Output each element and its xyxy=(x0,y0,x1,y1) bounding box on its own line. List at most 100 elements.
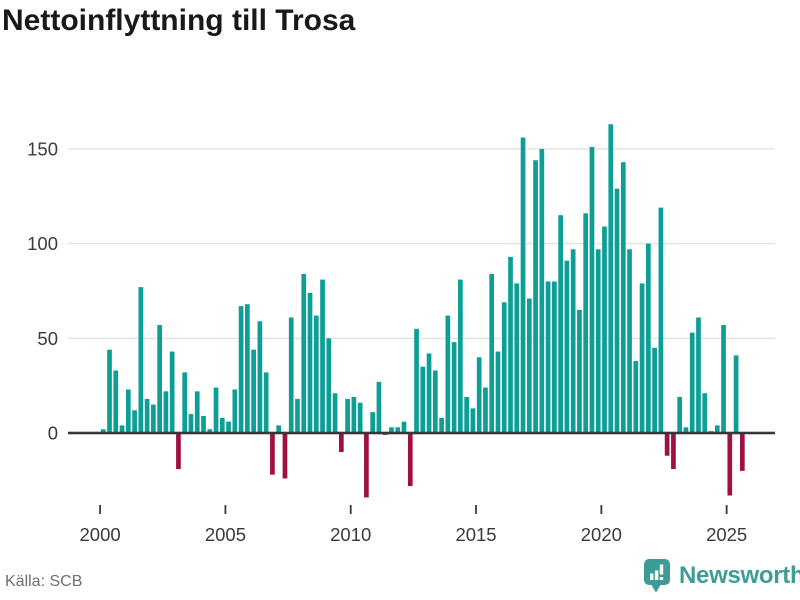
x-tick-2000 xyxy=(99,505,101,514)
x-tick-label-2015: 2015 xyxy=(455,524,496,545)
y-tick-label-150: 150 xyxy=(27,138,58,159)
bar-2022q4 xyxy=(671,433,676,469)
logo-exclamation-bar xyxy=(659,564,664,575)
bar-2015q1 xyxy=(476,357,482,433)
bar-2008q3 xyxy=(313,315,319,433)
bar-2001q1 xyxy=(125,389,131,433)
bar-2004q1 xyxy=(201,415,206,433)
bar-2007q3 xyxy=(288,317,294,433)
bar-2013q2 xyxy=(432,370,438,433)
logo-bar-2 xyxy=(654,570,659,580)
bar-2013q4 xyxy=(445,315,451,433)
x-tick-2005 xyxy=(224,505,227,514)
bar-2017q4 xyxy=(545,281,551,433)
bar-2002q2 xyxy=(157,325,162,433)
x-tick-2015 xyxy=(475,505,477,514)
x-tick-2025 xyxy=(725,505,728,514)
y-tick-label-100: 100 xyxy=(27,233,58,254)
bar-2022q3 xyxy=(664,433,670,456)
page-title: Nettoinflyttning till Trosa xyxy=(2,4,356,37)
bar-2012q2 xyxy=(407,433,413,487)
bar-2003q2 xyxy=(182,372,188,433)
bar-2000q1 xyxy=(100,429,106,433)
newsworthy-logo[interactable]: Newsworthy xyxy=(644,559,800,593)
logo-bar-1 xyxy=(650,573,654,580)
bar-2025q3 xyxy=(739,433,745,471)
bar-2005q1 xyxy=(226,421,231,433)
bar-2009q2 xyxy=(332,393,338,433)
bar-2014q3 xyxy=(464,397,469,433)
bar-2011q3 xyxy=(389,427,394,433)
newsworthy-wordmark: Newsworthy xyxy=(679,562,800,589)
bar-2002q1 xyxy=(151,404,156,433)
bar-2006q3 xyxy=(263,372,269,433)
bar-2023q3 xyxy=(689,332,695,433)
bar-2017q1 xyxy=(526,298,532,433)
bar-2011q4 xyxy=(395,427,401,433)
bar-2017q2 xyxy=(533,160,538,433)
bar-2001q4 xyxy=(144,398,150,433)
gridline-100 xyxy=(68,242,775,245)
bar-2023q1 xyxy=(677,397,683,433)
bar-2015q3 xyxy=(489,273,495,433)
bar-2019q3 xyxy=(589,147,595,433)
bar-2014q2 xyxy=(458,279,463,433)
bar-2008q1 xyxy=(301,273,307,433)
bar-2012q4 xyxy=(420,366,426,433)
gridline-50 xyxy=(68,337,775,339)
bar-2005q3 xyxy=(238,306,244,433)
bar-2006q1 xyxy=(251,349,256,433)
bar-2010q1 xyxy=(351,397,357,433)
bar-2018q2 xyxy=(558,215,563,433)
bar-2006q4 xyxy=(270,433,275,475)
bar-2006q2 xyxy=(257,321,263,433)
bar-2015q2 xyxy=(483,387,488,433)
bar-2010q4 xyxy=(370,412,376,433)
bar-2007q2 xyxy=(282,433,288,479)
bar-2013q3 xyxy=(439,417,444,433)
bar-2018q1 xyxy=(552,281,557,433)
bar-2015q4 xyxy=(495,351,501,433)
bar-2014q4 xyxy=(470,408,476,433)
x-tick-label-2010: 2010 xyxy=(330,524,371,545)
x-tick-2010 xyxy=(349,505,352,514)
bar-2000q4 xyxy=(119,425,125,433)
bar-2009q3 xyxy=(338,433,344,452)
bar-chart: 0 50 100 150 2000 2005 2010 2015 2020 2025 xyxy=(27,124,775,545)
x-tick-label-2020: 2020 xyxy=(581,524,622,545)
bar-2021q2 xyxy=(633,361,639,433)
bar-2025q2 xyxy=(733,355,739,433)
bar-2008q2 xyxy=(307,292,313,433)
x-tick-2020 xyxy=(600,505,603,514)
bar-2024q3 xyxy=(714,425,720,433)
bar-2010q2 xyxy=(357,402,363,433)
bar-2018q3 xyxy=(564,260,570,433)
logo-exclamation-dot xyxy=(659,577,664,580)
bar-2000q2 xyxy=(107,349,112,433)
bar-2024q1 xyxy=(702,393,708,433)
bar-2008q4 xyxy=(320,279,325,433)
bar-2004q4 xyxy=(219,417,225,433)
bar-2009q4 xyxy=(345,398,350,433)
bar-2016q1 xyxy=(501,302,507,433)
bar-2019q1 xyxy=(577,309,582,433)
bar-2016q4 xyxy=(520,137,526,434)
bar-2011q1 xyxy=(376,381,382,433)
bar-2014q1 xyxy=(451,342,457,433)
bar-2007q1 xyxy=(276,425,282,433)
bar-2003q1 xyxy=(176,433,181,469)
bar-2003q3 xyxy=(188,414,194,433)
x-tick-label-2005: 2005 xyxy=(205,524,246,545)
gridline-150 xyxy=(68,148,775,150)
bar-2021q4 xyxy=(646,243,651,433)
bar-2001q2 xyxy=(132,410,137,433)
bar-2016q2 xyxy=(508,256,513,433)
bar-2007q4 xyxy=(295,398,300,433)
bar-2010q3 xyxy=(364,433,369,498)
bar-2025q1 xyxy=(727,433,733,496)
bar-2005q2 xyxy=(232,389,238,433)
bar-2020q2 xyxy=(608,124,614,433)
bar-2004q3 xyxy=(213,387,219,433)
y-tick-label-50: 50 xyxy=(37,328,58,349)
